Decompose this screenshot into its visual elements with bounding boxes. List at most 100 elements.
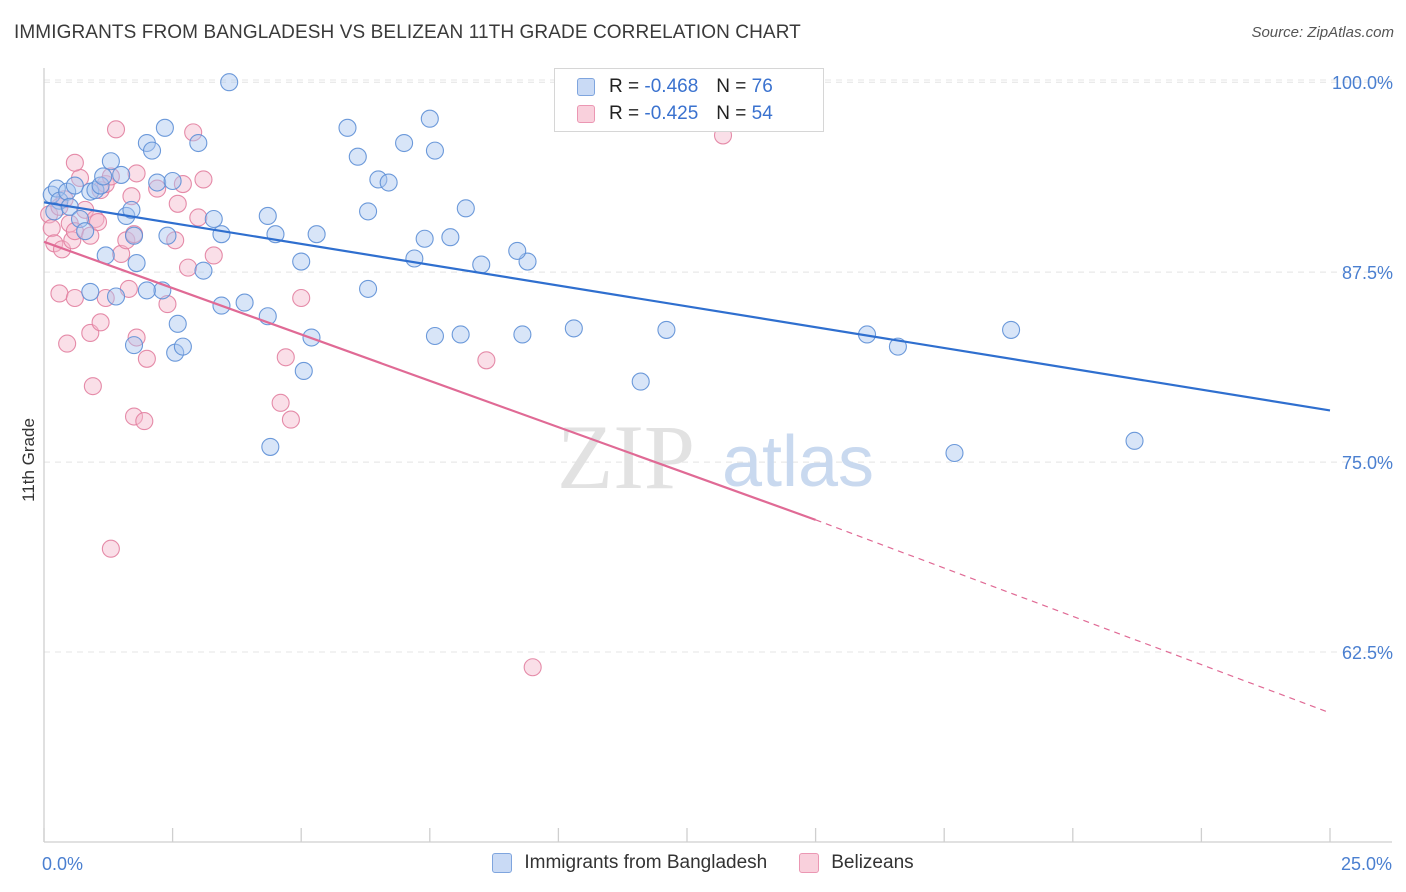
data-point (513, 325, 532, 344)
legend-swatch-blue (492, 853, 513, 873)
y-tick-label: 87.5% (1342, 263, 1393, 283)
data-point (168, 194, 187, 213)
grid-lines (44, 79, 1392, 653)
axes (43, 68, 1392, 843)
data-point (307, 225, 326, 244)
data-point (106, 120, 126, 139)
legend-swatch-pink (799, 853, 820, 873)
legend-r-value: -0.425 (644, 103, 699, 124)
legend-n-label: N = (716, 76, 747, 97)
data-point (178, 258, 198, 277)
data-point (194, 261, 213, 280)
data-point (173, 337, 192, 356)
data-point (945, 443, 964, 463)
data-point (292, 288, 311, 308)
data-point (137, 349, 156, 368)
data-point (101, 539, 120, 558)
data-point (58, 334, 77, 353)
data-point (106, 287, 126, 306)
data-point (348, 147, 367, 166)
data-point (88, 212, 108, 232)
data-point (258, 206, 277, 226)
data-point (91, 313, 110, 332)
y-tick-label: 62.5% (1342, 643, 1393, 663)
bangladesh-trend-line (43, 201, 1331, 412)
legend-n-label: N = (716, 103, 747, 124)
data-point (65, 288, 84, 308)
data-point (168, 314, 187, 333)
data-point (441, 228, 460, 247)
x-tick-label: 0.0% (42, 854, 83, 874)
data-point (155, 118, 174, 137)
data-point (338, 118, 357, 137)
data-point (271, 393, 290, 412)
legend-series-name: Belizeans (831, 852, 914, 873)
data-point (204, 246, 223, 265)
data-point (112, 244, 131, 263)
data-point (425, 141, 444, 160)
data-point (112, 165, 131, 184)
data-point (83, 377, 102, 396)
data-point (94, 167, 113, 186)
data-point (42, 219, 61, 238)
data-point (1125, 431, 1144, 450)
data-point (65, 176, 84, 195)
data-point (261, 437, 280, 456)
x-tick-label: 25.0% (1341, 854, 1392, 874)
data-point (163, 171, 182, 191)
data-point (122, 200, 141, 219)
belizeans-points (40, 120, 733, 677)
data-point (194, 170, 213, 189)
data-point (395, 133, 414, 153)
data-point (122, 187, 141, 206)
legend-swatch-blue (577, 78, 595, 96)
legend-series-name: Immigrants from Bangladesh (524, 852, 768, 873)
y-tick-label: 75.0% (1342, 453, 1393, 473)
data-point (158, 226, 177, 245)
data-point (127, 254, 146, 273)
data-point (220, 73, 239, 92)
data-point (477, 351, 496, 370)
legend-r-label: R = (609, 76, 640, 97)
data-point (124, 407, 144, 426)
data-point (359, 202, 378, 221)
data-point (127, 164, 146, 183)
tick-labels: 100.0% 87.5% 75.0% 62.5% 0.0% 25.0% (42, 73, 1393, 874)
data-point (235, 293, 254, 312)
data-point (81, 282, 100, 301)
legend-n-value: 76 (751, 76, 773, 97)
watermark-atlas: atlas (722, 422, 874, 502)
trend-lines (43, 201, 1331, 714)
data-point (292, 252, 311, 271)
data-point (189, 133, 208, 153)
data-point (189, 208, 208, 227)
data-point (50, 284, 69, 303)
data-point (212, 225, 231, 244)
data-point (456, 199, 475, 218)
data-point (40, 205, 59, 224)
watermark: ZIP atlas (557, 406, 874, 508)
legend-r-label: R = (609, 103, 640, 124)
correlation-legend: R = -0.468 N = 76 R = -0.425 N = 54 (554, 68, 824, 132)
data-point (631, 372, 650, 391)
data-point (369, 170, 388, 189)
legend-item-belizeans: Belizeans (799, 852, 914, 874)
legend-row-belizeans: R = -0.425 N = 54 (577, 101, 773, 127)
data-point (148, 179, 167, 198)
data-point (379, 173, 398, 192)
data-point (294, 361, 313, 380)
data-point (173, 174, 192, 194)
data-point (508, 241, 527, 260)
data-point (101, 152, 120, 171)
data-point (1002, 320, 1021, 339)
data-point (415, 229, 434, 248)
data-point (472, 255, 491, 274)
data-point (359, 279, 378, 298)
data-point (137, 281, 156, 300)
data-point (184, 123, 203, 142)
legend-swatch-pink (577, 105, 595, 123)
y-axis-label: 11th Grade (19, 418, 38, 502)
legend-row-bangladesh: R = -0.468 N = 76 (577, 74, 773, 100)
bangladesh-points (42, 73, 1144, 463)
